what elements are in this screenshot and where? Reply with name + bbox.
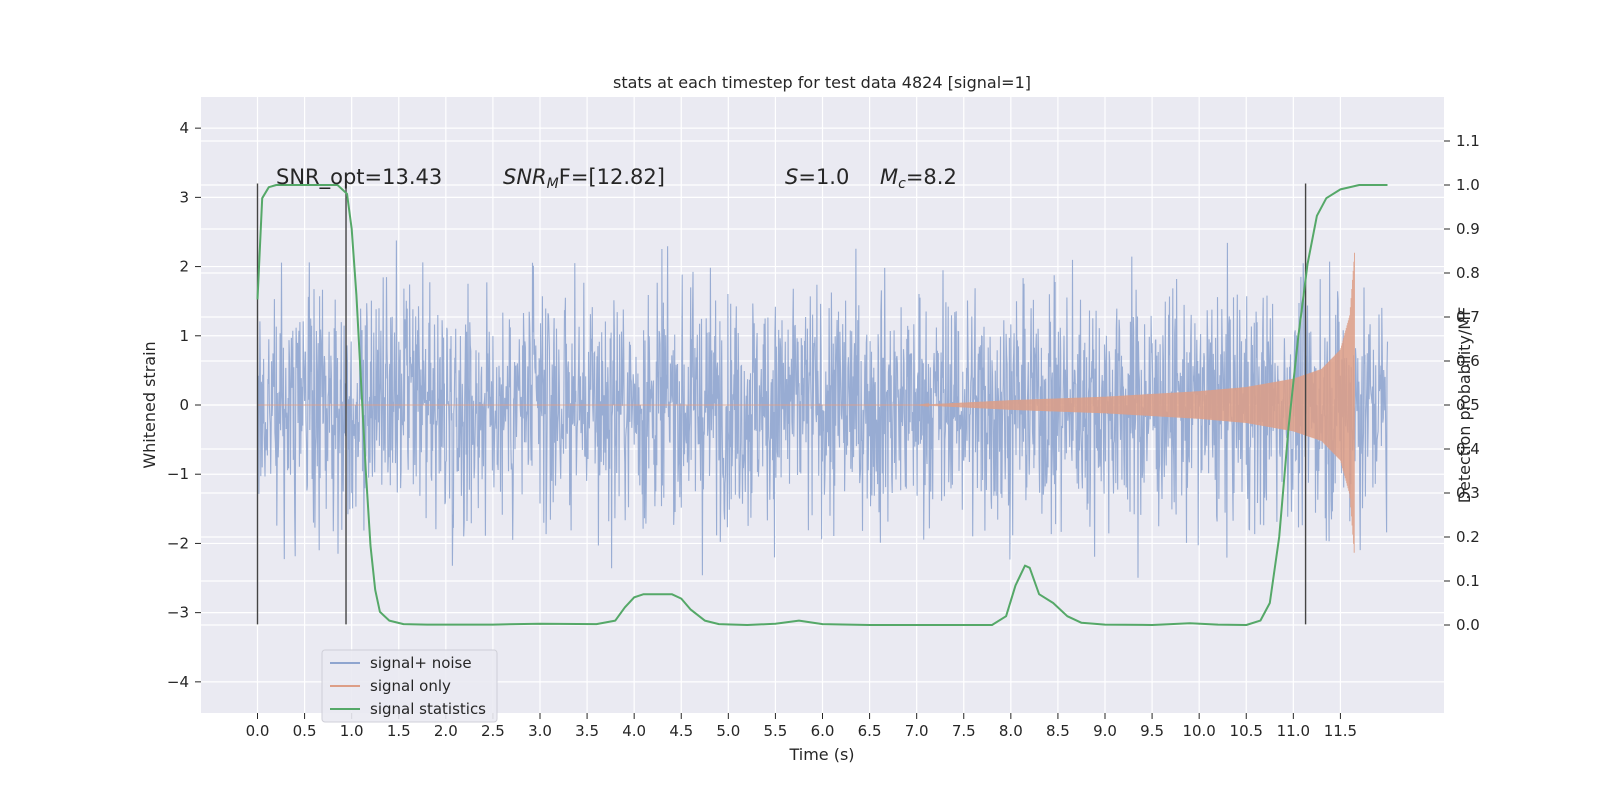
y-right-tick-label: 1.1 [1456, 132, 1480, 150]
y-right-tick-label: 0.9 [1456, 220, 1480, 238]
signal-only-series [257, 252, 1355, 553]
x-tick-label: 4.0 [622, 722, 646, 740]
x-tick-label: 0.0 [246, 722, 270, 740]
y-tick-label: 4 [179, 119, 189, 137]
x-tick-label: 11.0 [1277, 722, 1310, 740]
signal-statistics-line [256, 184, 1388, 626]
annotation-s-main: S [785, 165, 798, 189]
annotation-s: S=1.0 [785, 165, 849, 189]
legend-label-signal-plus-noise: signal+ noise [370, 654, 472, 672]
legend-box [321, 649, 498, 723]
y-axis-ticks: 4 3 2 1 0 −1 −2 −3 −4 [167, 119, 201, 691]
annotation-snr-mf-main: SNR [503, 165, 547, 189]
y-right-tick-label: 0.2 [1456, 528, 1480, 546]
y-tick-label: −3 [167, 604, 189, 622]
y-right-tick-label: 0.3 [1456, 484, 1480, 502]
x-tick-label: 8.5 [1046, 722, 1070, 740]
x-tick-label: 2.5 [481, 722, 505, 740]
y-right-tick-label: 0.5 [1456, 396, 1480, 414]
x-tick-label: 5.5 [763, 722, 787, 740]
annotation-snr-mf: SNRMF=[12.82] [503, 165, 665, 192]
y-tick-label: 1 [179, 327, 189, 345]
y-tick-label: −2 [167, 534, 189, 552]
x-tick-label: 9.0 [1093, 722, 1117, 740]
legend: signal+ noise signal only signal statist… [321, 649, 498, 723]
x-tick-label: 6.5 [858, 722, 882, 740]
x-tick-label: 5.0 [716, 722, 740, 740]
legend-label-signal-only: signal only [370, 677, 451, 695]
y-right-axis-ticks: 1.1 1.0 0.9 0.8 0.7 0.6 0.5 0.4 0.3 0.2 0.1 0.0 [1444, 132, 1480, 634]
annotation-snr-opt: SNR_opt=13.43 [276, 165, 442, 190]
y-right-axis-label: Detection probability/MF [1455, 307, 1474, 504]
annotation-snr-mf-sub: M [547, 176, 559, 192]
x-axis-label: Time (s) [788, 745, 854, 764]
y-right-tick-label: 0.6 [1456, 352, 1480, 370]
y-right-tick-label: 0.7 [1456, 308, 1480, 326]
signal-only-line [257, 252, 1355, 553]
x-tick-label: 2.0 [434, 722, 458, 740]
x-tick-label: 3.0 [528, 722, 552, 740]
x-tick-label: 1.5 [387, 722, 411, 740]
annotation-mc: Mc=8.2 [880, 165, 957, 192]
x-tick-label: 3.5 [575, 722, 599, 740]
x-tick-label: 7.5 [952, 722, 976, 740]
vertical-markers [256, 183, 1307, 625]
x-tick-label: 7.0 [905, 722, 929, 740]
y-right-tick-label: 0.0 [1456, 616, 1480, 634]
x-tick-label: 10.0 [1182, 722, 1215, 740]
x-tick-label: 0.5 [293, 722, 317, 740]
y-right-tick-label: 0.8 [1456, 264, 1480, 282]
signal-statistics-series [256, 184, 1388, 626]
annotation-mc-sub: c [898, 176, 906, 192]
y-tick-label: −1 [167, 465, 189, 483]
annotation-mc-main: M [880, 165, 898, 189]
y-tick-label: 0 [179, 396, 189, 414]
y-right-tick-label: 0.4 [1456, 440, 1480, 458]
x-tick-label: 8.0 [999, 722, 1023, 740]
annotation-mc-rest: =8.2 [906, 165, 957, 189]
x-tick-label: 9.5 [1140, 722, 1164, 740]
y-tick-label: 2 [179, 258, 189, 276]
x-tick-label: 1.0 [340, 722, 364, 740]
y-right-tick-label: 0.1 [1456, 572, 1480, 590]
y-tick-label: −4 [167, 673, 189, 691]
x-tick-label: 4.5 [669, 722, 693, 740]
x-tick-label: 6.0 [811, 722, 835, 740]
x-axis-ticks: 0.0 0.5 1.0 1.5 2.0 2.5 3.0 3.5 4.0 4.5 5.0 5.5 6.0 6… [246, 713, 1357, 740]
y-right-tick-label: 1.0 [1456, 176, 1480, 194]
x-tick-label: 11.5 [1324, 722, 1357, 740]
annotation-snr-mf-rest: F=[12.82] [559, 165, 665, 189]
y-axis-label: Whitened strain [140, 341, 159, 468]
x-tick-label: 10.5 [1230, 722, 1263, 740]
legend-label-signal-statistics: signal statistics [370, 700, 486, 718]
chart-title: stats at each timestep for test data 482… [613, 73, 1031, 92]
y-tick-label: 3 [179, 188, 189, 206]
annotation-s-rest: =1.0 [798, 165, 849, 189]
